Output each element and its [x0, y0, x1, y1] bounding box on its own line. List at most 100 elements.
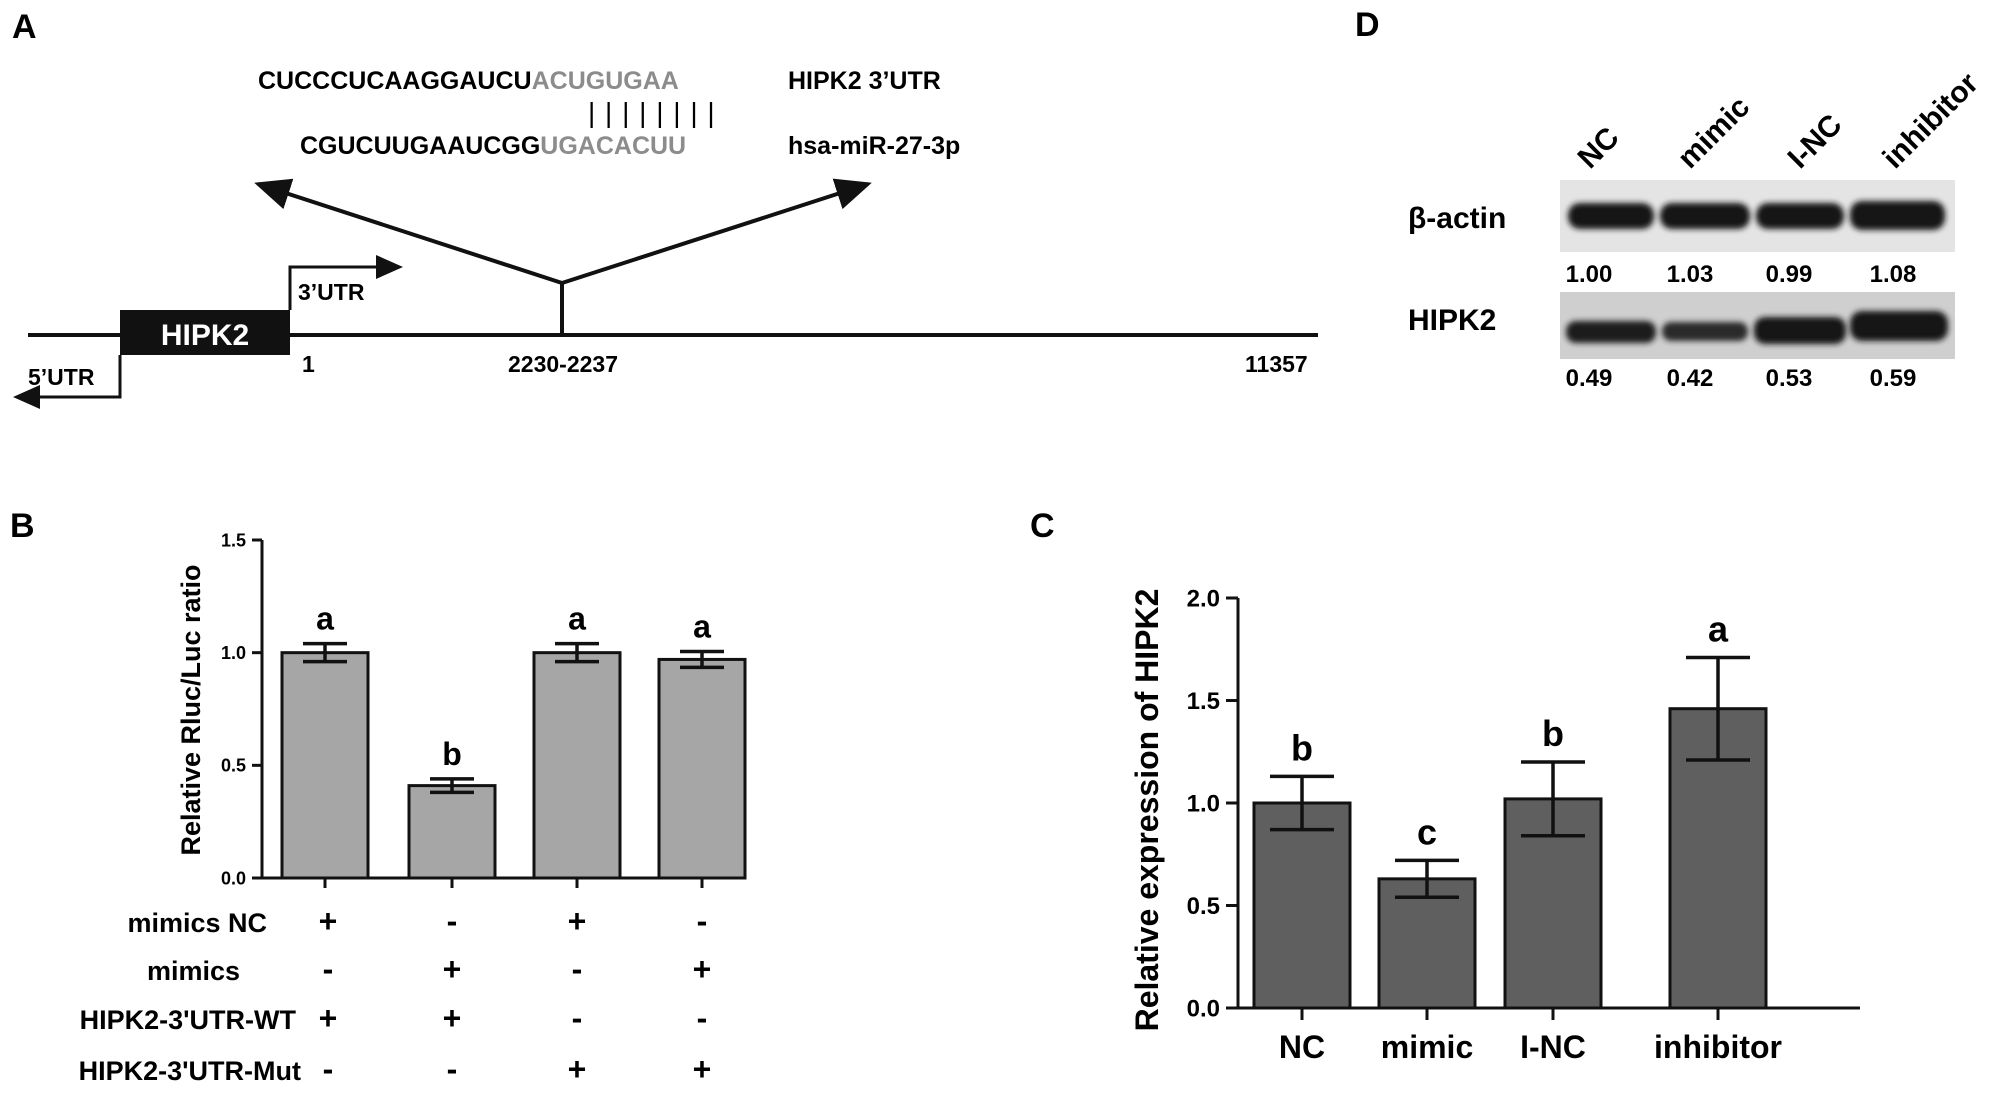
seq-top-name: HIPK2 3’UTR [788, 67, 941, 95]
sign-r4-c4: + [693, 1051, 712, 1087]
lane-label-mimic: mimic [1672, 90, 1757, 175]
blot1-band-nc [1568, 203, 1654, 229]
sign-r1-c3: + [568, 903, 587, 939]
row-label-mimics: mimics [147, 956, 240, 986]
band1-name: β-actin [1408, 202, 1506, 235]
chart-b-ticks: 0.0 0.5 1.0 1.5 [221, 530, 262, 888]
sign-r3-c2: + [443, 1000, 462, 1036]
pairing-lines: | | | | | | | | [588, 97, 716, 128]
panel-b-label: B [10, 507, 35, 545]
chart-c-ytick-label-4: 2.0 [1187, 585, 1220, 612]
lane-label-nc: NC [1572, 121, 1626, 175]
chart-c-sig-label-0: b [1291, 727, 1313, 768]
band2-value-nc: 0.49 [1566, 365, 1613, 392]
band1-value-nc: 1.00 [1566, 261, 1613, 288]
band2-value-inhibitor: 0.59 [1870, 365, 1917, 392]
blot2-band-nc [1566, 321, 1656, 343]
blot1-band-inc [1756, 203, 1844, 229]
band2-name: HIPK2 [1408, 304, 1496, 337]
band2-value-mimic: 0.42 [1667, 365, 1714, 392]
panel-a-label: A [12, 8, 37, 46]
row-label-mimics-nc: mimics NC [127, 908, 267, 938]
sign-r4-c2: - [447, 1051, 458, 1087]
chart-b-ylabel: Relative Rluc/Luc ratio [176, 564, 206, 855]
sign-r3-c4: - [697, 1000, 708, 1036]
sign-r4-c1: - [323, 1051, 334, 1087]
panel-c-label: C [1030, 507, 1055, 545]
panel-b: B Relative Rluc/Luc ratio 0.0 0.5 1.0 1.5 a… [10, 507, 747, 1087]
chart-b-ytick-label-1: 0.5 [221, 756, 246, 776]
lane-label-inhibitor: inhibitor [1877, 67, 1985, 175]
chart-b-bars: a b a a [280, 601, 747, 888]
sign-r1-c4: - [697, 903, 708, 939]
panel-a: A CUCCCUCAAGGAUCUACUGUGAA HIPK2 3’UTR | … [12, 8, 1318, 409]
chart-c-bar-1 [1377, 877, 1477, 1010]
sign-r1-c1: + [319, 903, 338, 939]
arrow-right [561, 178, 872, 285]
chart-c-category-label-3: inhibitor [1654, 1029, 1782, 1065]
utr3-arrow [288, 255, 403, 310]
pos-start: 1 [302, 351, 315, 377]
row-label-mut: HIPK2-3'UTR-Mut [79, 1056, 301, 1086]
sign-r1-c2: - [447, 903, 458, 939]
chart-c-ytick-label-1: 0.5 [1187, 893, 1220, 920]
chart-b-bar-1 [407, 784, 497, 880]
panel-c: C Relative expression of HIPK2 0.0 0.5 1.0… [1030, 507, 1860, 1065]
chart-b-bar-3 [657, 657, 747, 880]
chart-c-sig-label-2: b [1542, 713, 1564, 754]
blot2-band-inhibitor [1850, 311, 1948, 341]
chart-c-ylabel: Relative expression of HIPK2 [1129, 589, 1165, 1032]
sign-r4-c3: + [568, 1051, 587, 1087]
blot2-band-inc [1754, 317, 1846, 344]
seq-bottom-name: hsa-miR-27-3p [788, 132, 960, 160]
band1-value-inc: 0.99 [1766, 261, 1813, 288]
chart-c-category-label-0: NC [1279, 1029, 1325, 1065]
panel-d-label: D [1355, 6, 1380, 44]
seq-top-grey: ACUGUGAA [532, 67, 679, 95]
blot1-band-inhibitor [1850, 201, 1945, 230]
seq-top-black: CUCCCUCAAGGAUCU [258, 67, 532, 95]
hipk2-exon-box [120, 310, 290, 355]
lane-label-inc: I-NC [1782, 108, 1849, 175]
sign-r2-c2: + [443, 951, 462, 987]
chart-b-sig-label-3: a [693, 609, 711, 645]
band1-value-inhibitor: 1.08 [1870, 261, 1917, 288]
chart-b-sig-label-0: a [316, 601, 334, 637]
chart-c-bars: b NC c mimic b I-NC a inhibitor [1252, 608, 1782, 1065]
chart-b-ytick-label-0: 0.0 [221, 868, 246, 888]
pos-end: 11357 [1245, 351, 1308, 377]
chart-c-ytick-label-2: 1.0 [1187, 790, 1220, 817]
chart-c-sig-label-3: a [1708, 608, 1729, 649]
chart-c-ticks: 0.0 0.5 1.0 1.5 2.0 [1187, 585, 1238, 1022]
blot2-band-mimic [1662, 322, 1748, 341]
utr5-arrow [12, 355, 122, 409]
blot1-band-mimic [1660, 203, 1750, 229]
chart-c-sig-label-1: c [1417, 811, 1437, 852]
chart-b-ytick-label-3: 1.5 [221, 530, 246, 550]
band1-value-mimic: 1.03 [1667, 261, 1714, 288]
chart-b-ytick-label-2: 1.0 [221, 643, 246, 663]
panel-d: D NC mimic I-NC inhibitor β-actin 1.00 1… [1355, 6, 1985, 392]
sign-r2-c1: - [323, 951, 334, 987]
sign-r2-c4: + [693, 951, 712, 987]
seq-top: CUCCCUCAAGGAUCUACUGUGAA [258, 67, 679, 95]
utr5-label: 5’UTR [28, 364, 95, 390]
sign-r2-c3: - [572, 951, 583, 987]
chart-c-category-label-2: I-NC [1520, 1029, 1586, 1065]
chart-b-sig-label-1: b [442, 736, 462, 772]
chart-b-bar-2 [532, 651, 622, 880]
chart-c-category-label-1: mimic [1381, 1029, 1473, 1065]
hipk2-exon-label: HIPK2 [161, 319, 249, 352]
pos-site: 2230-2237 [508, 351, 618, 377]
chart-c-bar-0 [1252, 801, 1352, 1010]
sign-r3-c1: + [319, 1000, 338, 1036]
chart-c-ytick-label-0: 0.0 [1187, 995, 1220, 1022]
sign-r3-c3: - [572, 1000, 583, 1036]
row-label-wt: HIPK2-3'UTR-WT [80, 1005, 297, 1035]
seq-bottom-grey: UGACACUU [540, 132, 686, 160]
chart-c-ytick-label-3: 1.5 [1187, 688, 1220, 715]
seq-bottom-black: CGUCUUGAAUCGG [300, 132, 540, 160]
seq-bottom: CGUCUUGAAUCGGUGACACUU [300, 132, 686, 160]
arrow-left [254, 178, 563, 285]
